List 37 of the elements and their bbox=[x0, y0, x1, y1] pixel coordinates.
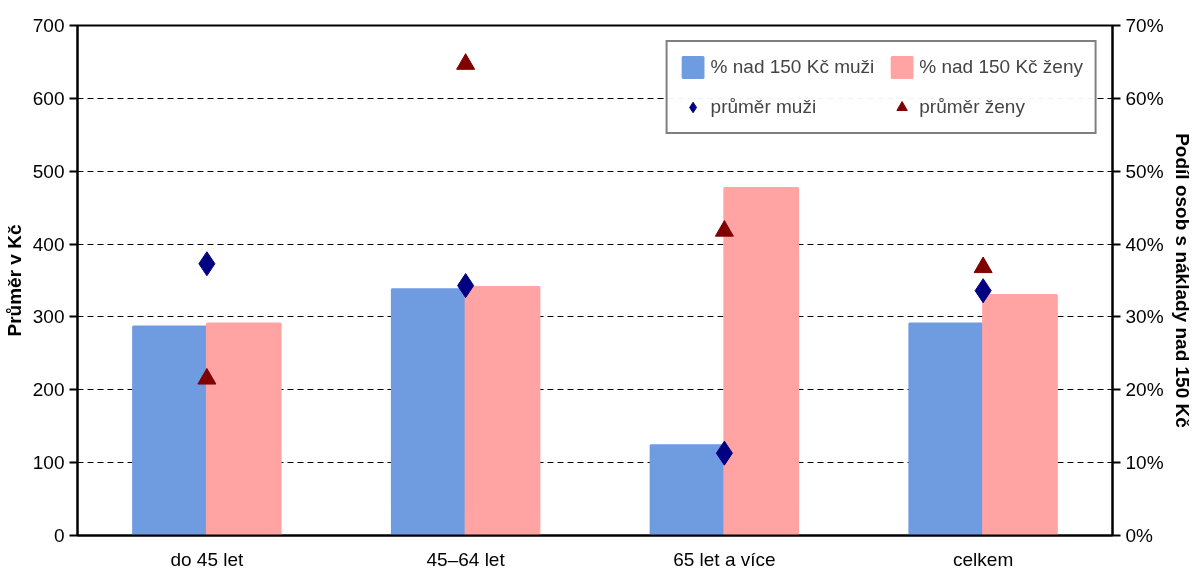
y-tick-label: 300 bbox=[32, 306, 65, 328]
bar bbox=[464, 286, 541, 536]
x-tick-label: do 45 let bbox=[170, 548, 245, 570]
legend-label: % nad 150 Kč muži bbox=[710, 56, 875, 78]
y-tick-label: 500 bbox=[32, 160, 65, 182]
point bbox=[456, 53, 476, 70]
y2-tick-label: 60% bbox=[1125, 87, 1164, 109]
y2-tick-label: 30% bbox=[1125, 306, 1164, 328]
y2-tick-label: 70% bbox=[1125, 15, 1164, 36]
y-tick-label: 200 bbox=[32, 379, 65, 401]
legend-label: průměr ženy bbox=[919, 96, 1025, 118]
y2-tick-label: 20% bbox=[1125, 379, 1164, 401]
x-tick-label: 45–64 let bbox=[426, 548, 506, 570]
y2-tick-label: 40% bbox=[1125, 233, 1164, 255]
y-tick-label: 600 bbox=[32, 87, 65, 109]
point bbox=[714, 220, 734, 237]
bar bbox=[390, 288, 467, 536]
bar bbox=[982, 294, 1058, 536]
y2-axis-title: Podíl osob s náklady nad 150 Kč bbox=[1171, 133, 1193, 429]
y2-tick-label: 50% bbox=[1125, 160, 1164, 182]
bar bbox=[132, 325, 208, 536]
legend-label: % nad 150 Kč ženy bbox=[919, 56, 1083, 78]
y2-tick-label: 0% bbox=[1125, 525, 1154, 546]
bar bbox=[908, 322, 985, 536]
bar bbox=[205, 322, 282, 536]
bar bbox=[649, 444, 726, 536]
y-axis-title: Průměr v Kč bbox=[3, 224, 25, 337]
y-tick-label: 0 bbox=[53, 525, 65, 546]
y-tick-label: 700 bbox=[32, 15, 65, 36]
x-tick-label: celkem bbox=[953, 548, 1014, 570]
y-tick-label: 400 bbox=[32, 233, 65, 255]
legend-label: průměr muži bbox=[710, 96, 817, 118]
bar bbox=[723, 186, 800, 536]
point bbox=[973, 256, 993, 274]
y-tick-label: 100 bbox=[32, 452, 65, 474]
y2-tick-label: 10% bbox=[1125, 452, 1164, 474]
x-tick-label: 65 let a více bbox=[673, 548, 776, 570]
